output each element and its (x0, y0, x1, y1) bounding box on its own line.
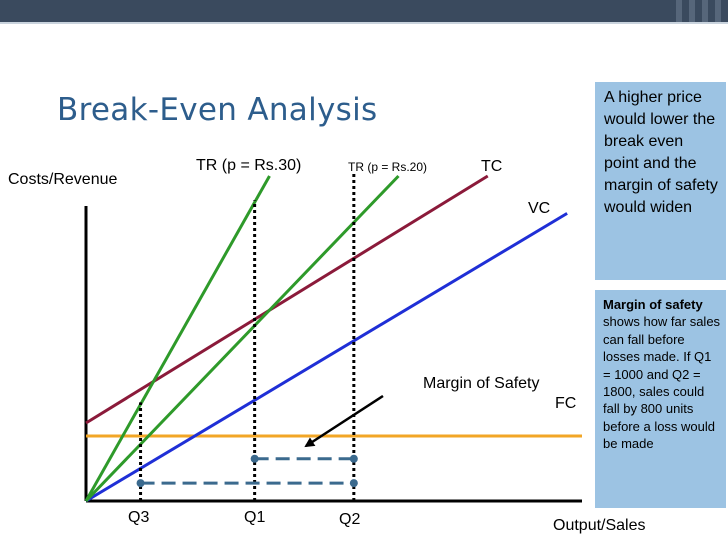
page-title: Break-Even Analysis (57, 92, 378, 128)
margin-of-safety-bar-q1-q2-start-dot (250, 454, 259, 463)
tr-30-line (84, 175, 271, 502)
series-label-tc: TC (481, 158, 503, 175)
margin-of-safety-bar-q3-q2-end-dot (349, 479, 358, 488)
top-bar (0, 0, 728, 22)
tick-label-q1: Q1 (244, 509, 266, 526)
margin-of-safety-note-text: shows how far sales can fall before loss… (603, 314, 721, 452)
top-bar-stripe (676, 0, 682, 22)
top-bar-stripe (702, 0, 708, 22)
margin-of-safety-label: Margin of Safety (423, 375, 540, 392)
series-label-fc: FC (555, 395, 577, 412)
series-label-vc: VC (528, 200, 551, 217)
margin-of-safety-bar-q1-q2-end-dot (349, 454, 358, 463)
tick-label-q2: Q2 (339, 511, 361, 528)
price-note-box: A higher price would lower the break eve… (595, 82, 726, 280)
tick-label-q3: Q3 (128, 509, 150, 526)
tr-20-line (84, 174, 400, 503)
y-axis-label: Costs/Revenue (8, 171, 118, 188)
series-label-tr-20: TR (p = Rs.20) (348, 160, 428, 174)
margin-of-safety-note-box: Margin of safety shows how far sales can… (595, 290, 726, 508)
x-axis-label: Output/Sales (553, 517, 646, 534)
price-note-text: A higher price would lower the break eve… (604, 89, 718, 216)
top-bar-stripe (689, 0, 695, 22)
margin-of-safety-arrow (304, 394, 384, 448)
margin-of-safety-bar-q3-q2-start-dot (136, 479, 145, 488)
series-label-tr-30: TR (p = Rs.30) (196, 157, 302, 174)
margin-of-safety-note-term: Margin of safety (603, 297, 703, 312)
top-bar-stripe (715, 0, 721, 22)
vc-line (85, 212, 568, 503)
top-bar-divider (0, 22, 728, 24)
